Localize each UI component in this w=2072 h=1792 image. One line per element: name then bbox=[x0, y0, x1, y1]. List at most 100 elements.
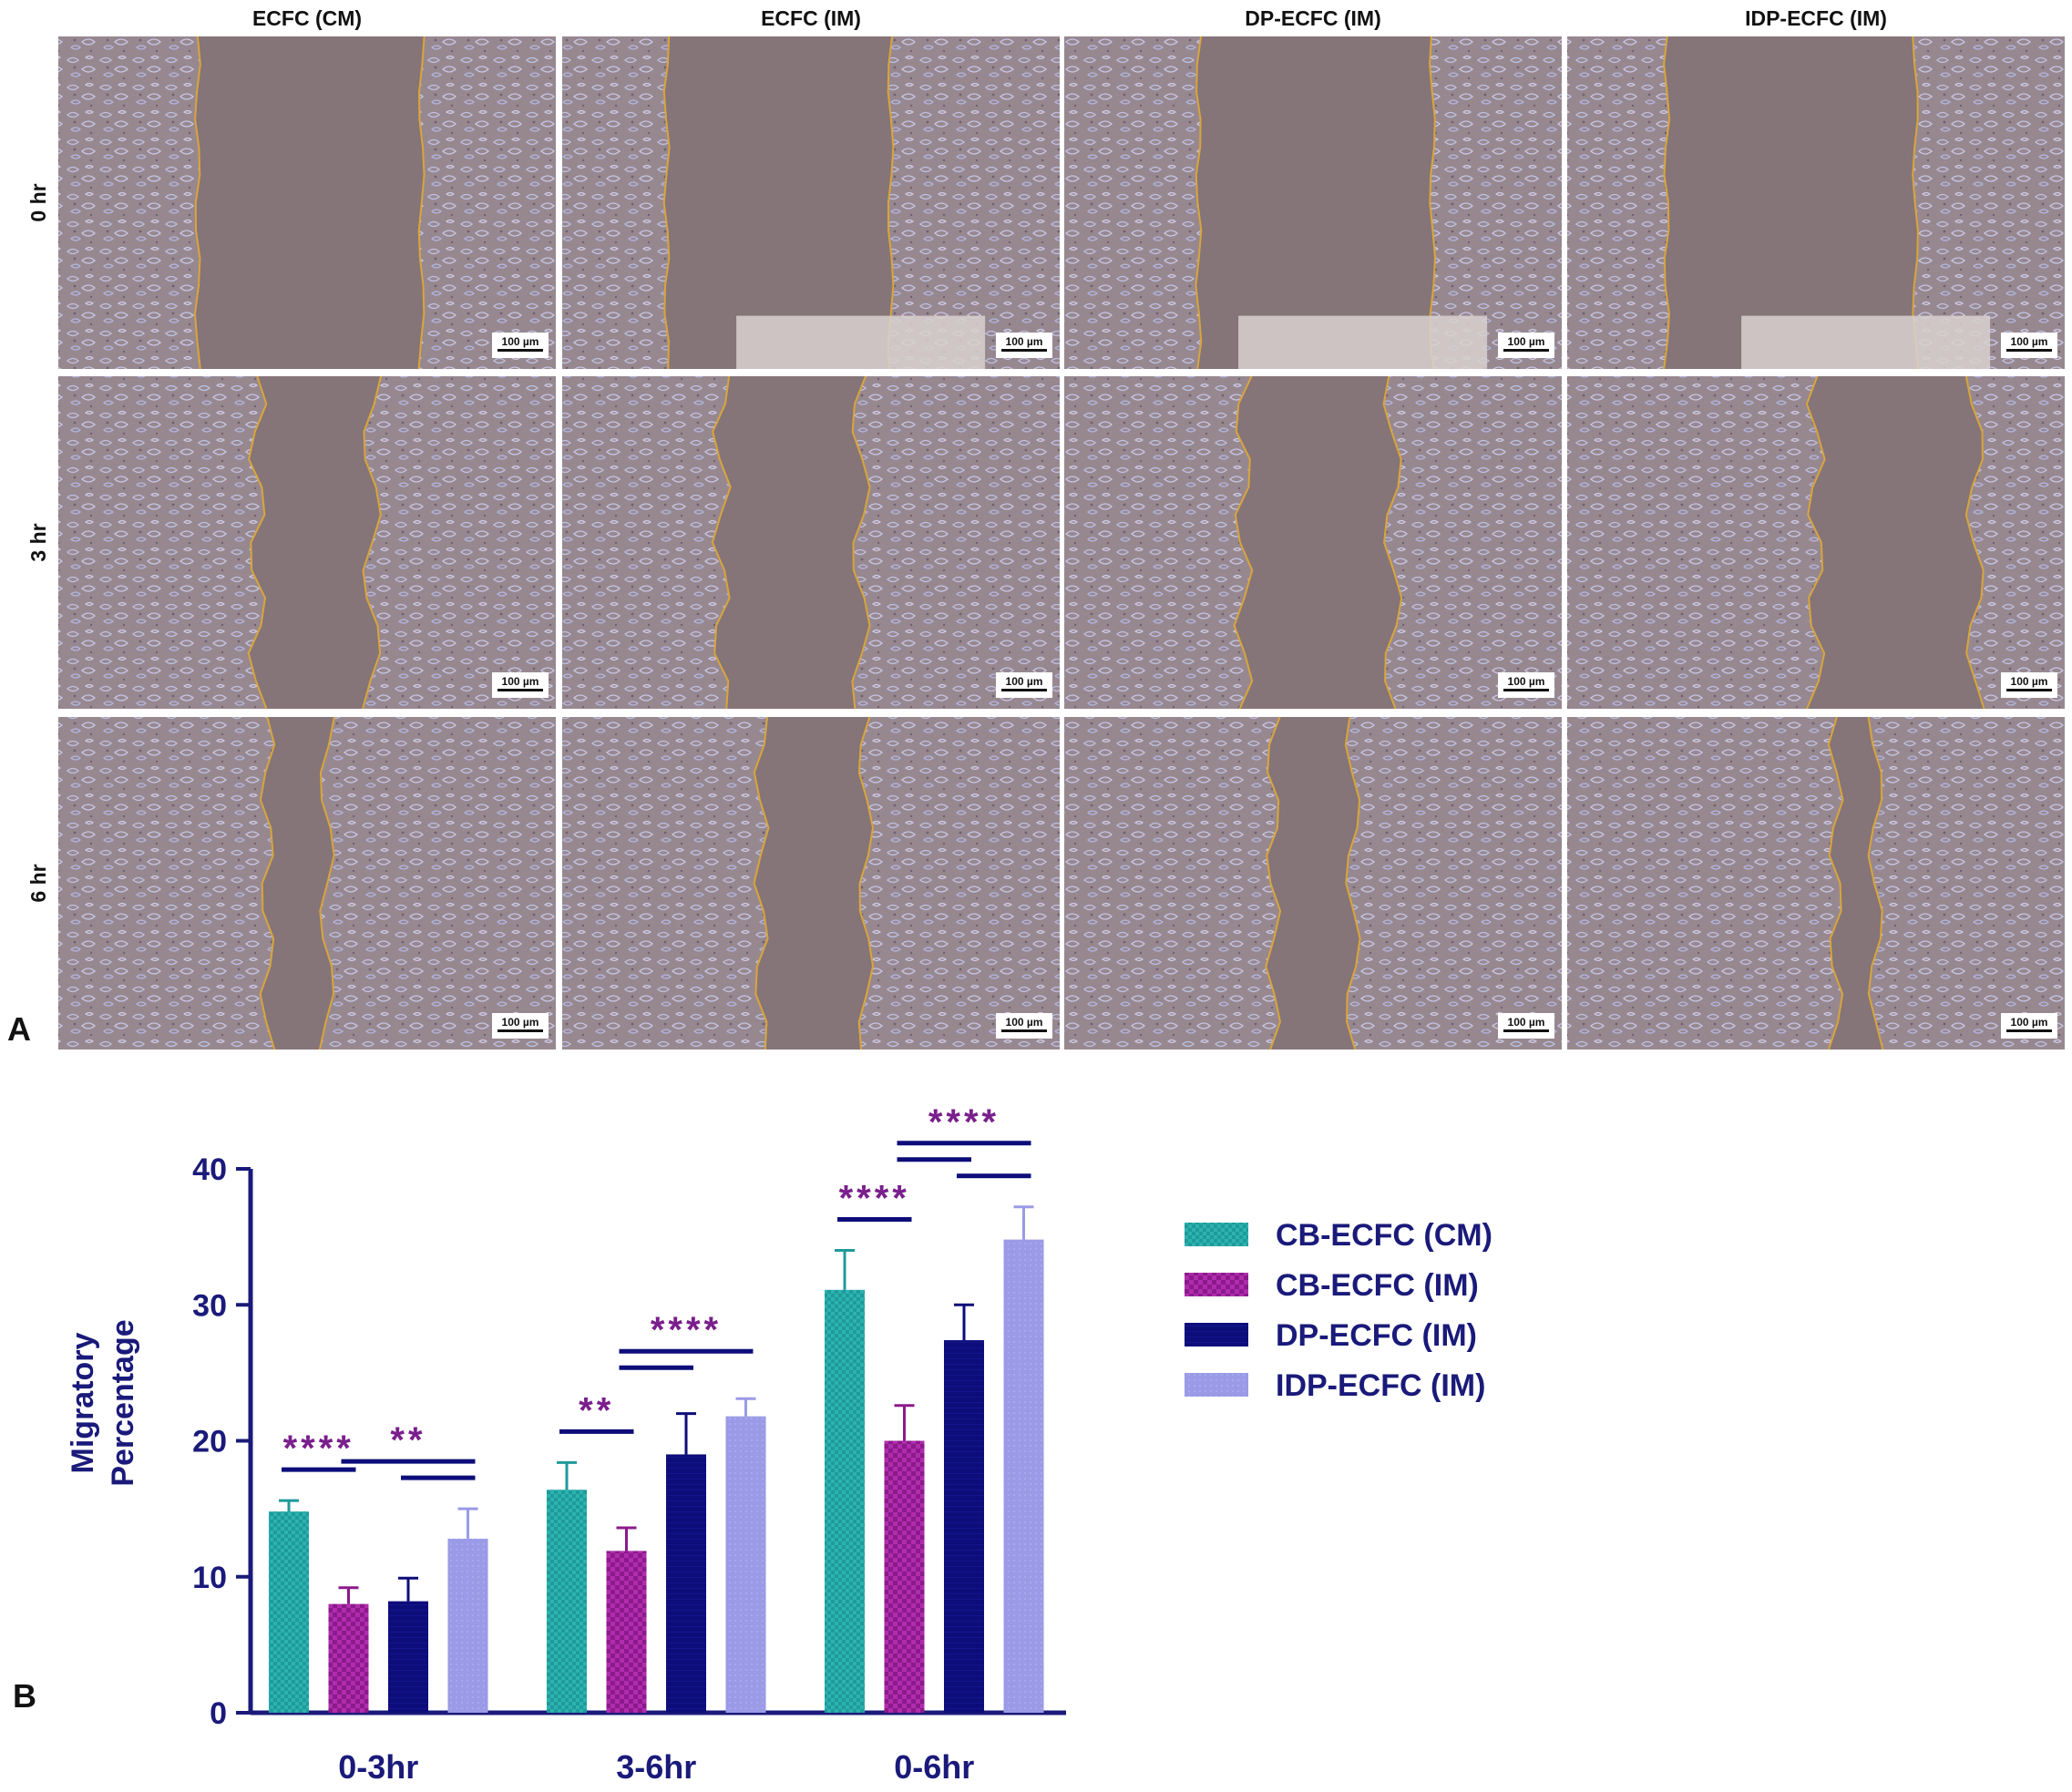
wound-gap bbox=[754, 717, 874, 1050]
wound-edge-left bbox=[1265, 716, 1282, 1050]
glare-patch bbox=[736, 315, 986, 369]
bar bbox=[944, 1340, 984, 1713]
micrograph-panel: 100 µm bbox=[1064, 716, 1562, 1050]
significance-label: **** bbox=[928, 1102, 1000, 1142]
scale-bar bbox=[2006, 349, 2052, 352]
legend-swatch bbox=[1185, 1373, 1248, 1397]
wound-gap bbox=[1807, 376, 1985, 709]
scale-bar-label: 100 µm bbox=[502, 1016, 539, 1029]
scale-bar bbox=[1001, 349, 1047, 352]
scale-bar-box bbox=[996, 333, 1052, 358]
column-header: ECFC (CM) bbox=[252, 6, 362, 30]
bar bbox=[269, 1511, 309, 1713]
scale-bar bbox=[2006, 1029, 2052, 1032]
wound-gap bbox=[1266, 717, 1360, 1050]
legend-swatch bbox=[1185, 1273, 1248, 1296]
panel-b-letter: B bbox=[13, 1677, 36, 1715]
scale-bar-box bbox=[1498, 333, 1554, 358]
wound-edge-left bbox=[1663, 36, 1671, 370]
micrograph-panel: 100 µm bbox=[58, 375, 556, 710]
bar bbox=[328, 1603, 369, 1713]
wound-edge-left bbox=[711, 375, 732, 710]
wound-edge-left bbox=[193, 36, 201, 370]
wound-gap bbox=[1828, 717, 1883, 1050]
column-header: IDP-ECFC (IM) bbox=[1745, 6, 1887, 30]
bar bbox=[825, 1289, 865, 1713]
significance-label: ** bbox=[390, 1420, 426, 1460]
bar bbox=[725, 1416, 766, 1713]
legend-item: CB-ECFC (CM) bbox=[1185, 1218, 1492, 1253]
scale-bar bbox=[497, 1029, 543, 1032]
scale-bar-label: 100 µm bbox=[1006, 1016, 1043, 1029]
y-tick-label: 30 bbox=[192, 1288, 227, 1323]
y-axis-title-line: Percentage bbox=[106, 1319, 140, 1486]
wound-edge-left bbox=[259, 716, 276, 1050]
glare-patch bbox=[1741, 315, 1991, 369]
bar bbox=[606, 1551, 647, 1713]
bar bbox=[1003, 1239, 1044, 1713]
micrograph-panel: 100 µm bbox=[562, 36, 1060, 370]
wound-edge-left bbox=[662, 36, 671, 370]
legend-swatch bbox=[1185, 1323, 1248, 1347]
scale-bar-box bbox=[492, 1013, 549, 1039]
significance-label: **** bbox=[839, 1179, 910, 1219]
wound-edge-right bbox=[318, 716, 335, 1050]
wound-gap bbox=[194, 36, 425, 369]
scale-bar-box bbox=[1498, 672, 1554, 698]
scale-bar-box bbox=[1498, 1013, 1554, 1039]
wound-edge-right bbox=[1382, 375, 1403, 710]
wound-gap bbox=[1664, 36, 1919, 369]
column-headers: ECFC (CM) ECFC (IM) DP-ECFC (IM) IDP-ECFC (… bbox=[252, 6, 1887, 30]
wound-edge-right bbox=[1867, 716, 1884, 1050]
micrograph-panel: 100 µm bbox=[562, 375, 1060, 710]
bar bbox=[547, 1490, 587, 1713]
scale-bar-label: 100 µm bbox=[502, 335, 539, 348]
wound-edge-right bbox=[417, 36, 426, 370]
micrograph-panel: 100 µm bbox=[562, 716, 1060, 1050]
wound-edge-left bbox=[1827, 716, 1844, 1050]
micrograph-panel: 100 µm bbox=[1567, 36, 2065, 370]
y-tick-label: 20 bbox=[192, 1425, 227, 1459]
x-category-label: 0-6hr bbox=[894, 1748, 974, 1786]
legend-label: CB-ECFC (IM) bbox=[1276, 1268, 1479, 1303]
y-tick-label: 40 bbox=[192, 1152, 227, 1187]
wound-edge-right bbox=[851, 375, 871, 710]
legend-item: DP-ECFC (IM) bbox=[1185, 1318, 1477, 1353]
panel-a-micrograph-grid: ECFC (CM) ECFC (IM) DP-ECFC (IM) IDP-ECFC (… bbox=[7, 6, 2065, 1050]
column-header: ECFC (IM) bbox=[761, 6, 861, 30]
row-header: 3 hr bbox=[26, 523, 50, 561]
wound-edge-right bbox=[887, 36, 895, 370]
wound-edge-left bbox=[1233, 375, 1254, 710]
legend-item: IDP-ECFC (IM) bbox=[1185, 1368, 1485, 1403]
scale-bar-box bbox=[996, 672, 1052, 698]
scale-bar bbox=[1001, 1029, 1047, 1032]
wound-gap bbox=[712, 376, 870, 709]
scale-bar-label: 100 µm bbox=[1508, 335, 1545, 348]
wound-edge-right bbox=[1912, 36, 1920, 370]
wound-gap bbox=[1234, 376, 1402, 709]
bar bbox=[884, 1440, 925, 1713]
scale-bar bbox=[497, 689, 543, 691]
micrograph-panel: 100 µm bbox=[58, 36, 556, 370]
legend-item: CB-ECFC (IM) bbox=[1185, 1268, 1479, 1303]
bar bbox=[447, 1538, 488, 1713]
y-axis-title-line: Migratory bbox=[66, 1332, 100, 1473]
scale-bar bbox=[1503, 349, 1549, 352]
y-tick-label: 0 bbox=[210, 1696, 227, 1731]
wound-edge-left bbox=[247, 375, 268, 710]
wound-gap bbox=[1195, 36, 1435, 369]
scale-bar-label: 100 µm bbox=[1508, 675, 1545, 688]
wound-edge-left bbox=[1805, 375, 1826, 710]
scale-bar-box bbox=[492, 672, 549, 698]
scale-bar-box bbox=[492, 333, 549, 358]
scale-bar-label: 100 µm bbox=[2011, 335, 2048, 348]
scale-bar bbox=[2006, 689, 2052, 691]
scale-bar-label: 100 µm bbox=[502, 675, 539, 688]
panel-a-letter: A bbox=[7, 1010, 31, 1048]
column-header: DP-ECFC (IM) bbox=[1245, 6, 1380, 30]
micrograph-panel: 100 µm bbox=[1064, 375, 1562, 710]
row-header: 0 hr bbox=[26, 183, 50, 221]
y-tick-label: 10 bbox=[192, 1561, 227, 1595]
